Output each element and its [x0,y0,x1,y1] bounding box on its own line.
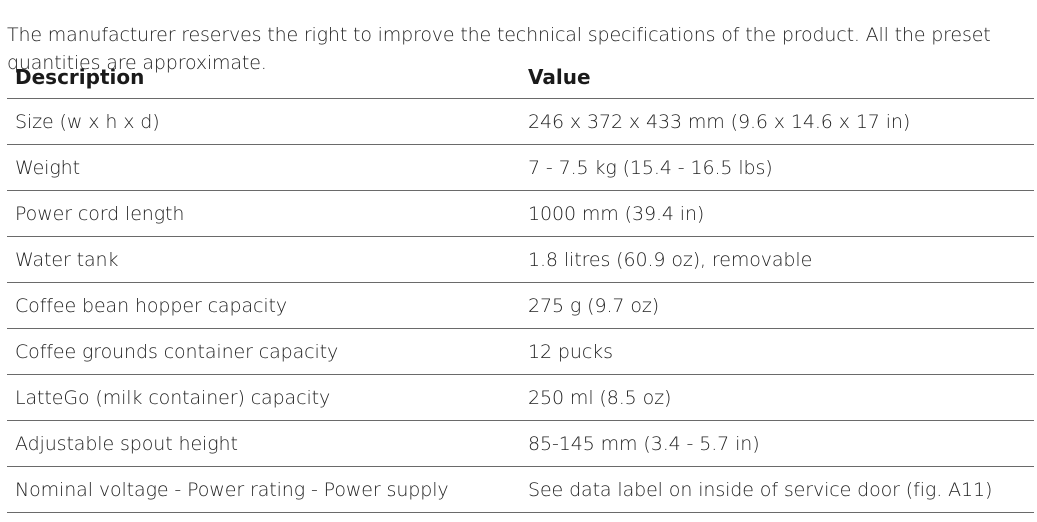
row-description: LatteGo (milk container) capacity [7,374,520,421]
table-header-row: Description Value [7,56,1034,99]
row-value: 1.8 litres (60.9 oz), removable [520,236,1034,283]
row-value: 246 x 372 x 433 mm (9.6 x 14.6 x 17 in) [520,98,1034,145]
row-description: Size (w x h x d) [7,98,520,145]
row-description: Power cord length [7,190,520,237]
table-row: Weight 7 - 7.5 kg (15.4 - 16.5 lbs) [7,144,1034,191]
table-row: Nominal voltage - Power rating - Power s… [7,466,1034,513]
header-value: Value [520,56,1034,99]
row-value: 250 ml (8.5 oz) [520,374,1034,421]
table-row: Coffee bean hopper capacity 275 g (9.7 o… [7,282,1034,329]
row-value: See data label on inside of service door… [520,466,1034,513]
row-value: 12 pucks [520,328,1034,375]
row-description: Nominal voltage - Power rating - Power s… [7,466,520,513]
row-value: 1000 mm (39.4 in) [520,190,1034,237]
row-description: Adjustable spout height [7,420,520,467]
row-value: 85-145 mm (3.4 - 5.7 in) [520,420,1034,467]
table-row: Coffee grounds container capacity 12 puc… [7,328,1034,375]
header-description: Description [7,56,520,99]
table-row: LatteGo (milk container) capacity 250 ml… [7,374,1034,421]
table-row: Size (w x h x d) 246 x 372 x 433 mm (9.6… [7,98,1034,145]
row-description: Water tank [7,236,520,283]
row-description: Coffee grounds container capacity [7,328,520,375]
table-row: Water tank 1.8 litres (60.9 oz), removab… [7,236,1034,283]
row-value: 7 - 7.5 kg (15.4 - 16.5 lbs) [520,144,1034,191]
row-value: 275 g (9.7 oz) [520,282,1034,329]
specifications-table: Description Value Size (w x h x d) 246 x… [7,56,1034,513]
row-description: Coffee bean hopper capacity [7,282,520,329]
row-description: Weight [7,144,520,191]
table-row: Adjustable spout height 85-145 mm (3.4 -… [7,420,1034,467]
table-row: Power cord length 1000 mm (39.4 in) [7,190,1034,237]
